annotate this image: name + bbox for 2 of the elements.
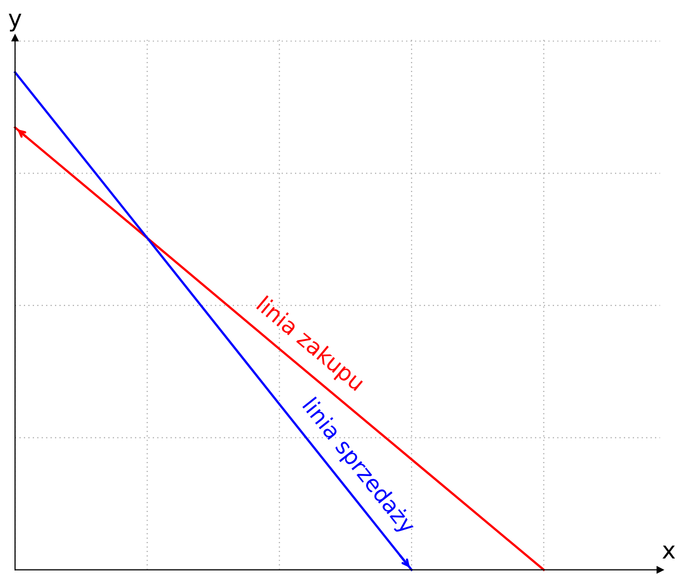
x-axis-title: x <box>662 546 676 559</box>
y-axis-title: y <box>8 14 22 32</box>
